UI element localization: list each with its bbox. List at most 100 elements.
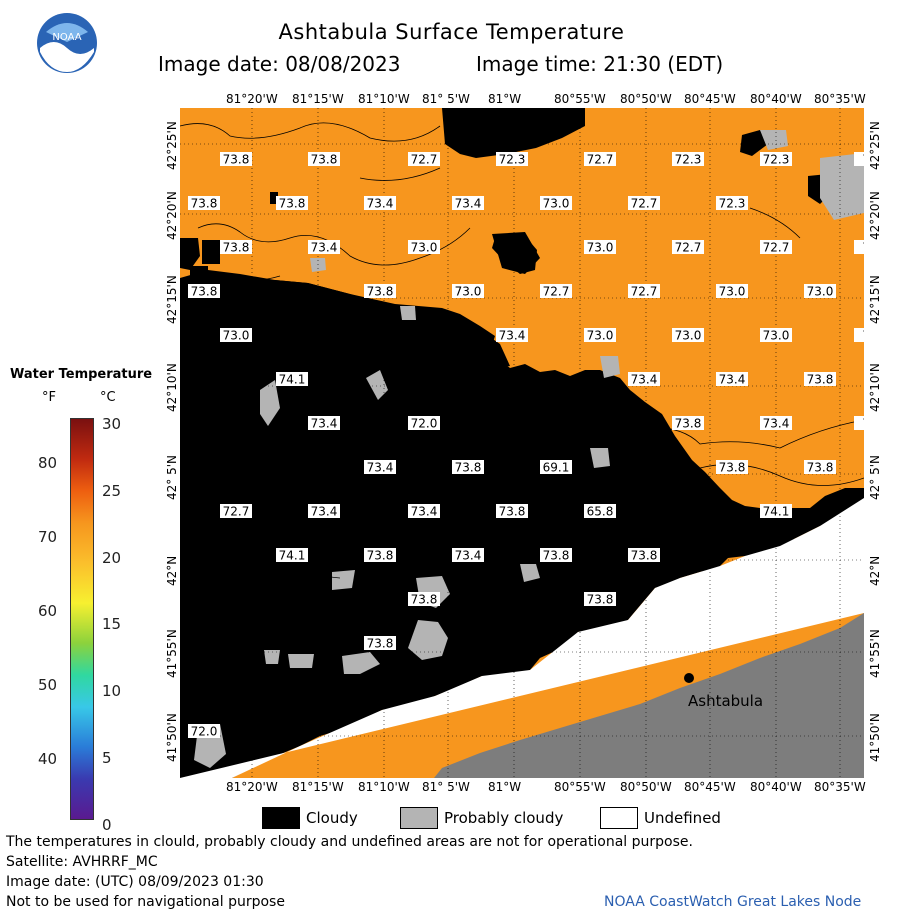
temperature-value: 73.0	[223, 329, 250, 343]
latitude-label: 42°20'N	[868, 191, 882, 240]
temperature-value: 72.0	[411, 417, 438, 431]
satellite-text: Satellite: AVHRRF_MC	[6, 854, 158, 870]
temperature-label-bg	[628, 548, 660, 562]
longitude-label: 81°W	[488, 92, 522, 106]
temperature-label: 73.8	[220, 152, 252, 167]
temperature-label-bg	[276, 196, 308, 210]
temperature-value: 73.0	[455, 285, 482, 299]
temperature-label: 73.8	[308, 152, 340, 167]
temperature-label-bg	[220, 504, 252, 518]
temperature-label-bg	[408, 240, 440, 254]
temperature-label: 74.1	[276, 372, 308, 387]
temperature-label: 73.0	[672, 328, 704, 343]
temperature-value: 72.3	[675, 153, 702, 167]
temperature-label: 72	[854, 240, 886, 255]
latitude-label: 42°20'N	[165, 191, 179, 240]
temperature-label: 73.8	[540, 548, 572, 563]
temperature-label: 73.0	[452, 284, 484, 299]
temperature-value: 73.8	[499, 505, 526, 519]
temperature-labels: 73.8 73.8 72.7 72.3 72.7 72.3 72.3 72 73.8 73.8 73…	[188, 152, 886, 739]
temperature-label-bg	[584, 240, 616, 254]
temperature-label: 72.7	[628, 196, 660, 211]
temperature-label: 73.0	[220, 328, 252, 343]
probably-cloudy-label: Probably cloudy	[444, 809, 564, 827]
undefined-region	[180, 498, 864, 778]
temperature-label: 73.8	[496, 504, 528, 519]
temperature-label: 73.8	[628, 548, 660, 563]
temperature-label-bg	[584, 152, 616, 166]
ashtabula-marker	[684, 673, 694, 683]
temperature-label: 73.8	[188, 284, 220, 299]
temperature-value: 73.0	[807, 285, 834, 299]
temperature-value: 72.7	[675, 241, 702, 255]
credit-text: NOAA CoastWatch Great Lakes Node	[604, 894, 862, 910]
temperature-value: 73.0	[675, 329, 702, 343]
temperature-value: 73.0	[587, 241, 614, 255]
temperature-label: 72	[854, 152, 886, 167]
temperature-label-bg	[672, 152, 704, 166]
utc-date-text: Image date: (UTC) 08/09/2023 01:30	[6, 874, 264, 890]
temperature-label-bg	[496, 152, 528, 166]
temperature-label-bg	[716, 372, 748, 386]
temperature-value: 72.7	[631, 197, 658, 211]
legend-cloudy: Cloudy	[262, 807, 358, 829]
temperature-label-bg	[672, 416, 704, 430]
temperature-value: 74.1	[279, 549, 306, 563]
temperature-label-bg	[760, 240, 792, 254]
temperature-value: 73.4	[631, 373, 658, 387]
scale-f-tick: 60	[38, 602, 58, 620]
latitude-label: 42°10'N	[868, 363, 882, 412]
scale-f-tick: 40	[38, 750, 58, 768]
temperature-label-bg	[364, 460, 396, 474]
temperature-label: 73.4	[308, 416, 340, 431]
temperature-value: 72	[862, 153, 864, 167]
legend-undefined: Undefined	[600, 807, 721, 829]
temperature-label: 74.1	[276, 548, 308, 563]
temperature-value: 72.3	[763, 153, 790, 167]
temperature-value: 74.1	[763, 505, 790, 519]
temperature-value: 73	[862, 329, 864, 343]
temperature-label: 73.0	[760, 328, 792, 343]
temperature-label: 73.0	[584, 328, 616, 343]
longitude-label: 80°50'W	[620, 92, 672, 106]
temperature-label-bg	[276, 372, 308, 386]
temperature-value: 73.0	[543, 197, 570, 211]
temperature-label-bg	[364, 196, 396, 210]
temperature-label-bg	[188, 196, 220, 210]
temperature-value: 73.4	[311, 505, 338, 519]
temperature-label-bg	[760, 504, 792, 518]
temperature-value: 73.4	[499, 329, 526, 343]
temperature-label-bg	[188, 284, 220, 298]
temperature-label-bg	[496, 328, 528, 342]
longitude-label: 80°35'W	[814, 780, 866, 794]
temperature-value: 73.0	[411, 241, 438, 255]
latitude-label: 42°10'N	[165, 363, 179, 412]
temperature-label-bg	[408, 416, 440, 430]
temperature-label-bg	[672, 240, 704, 254]
temperature-value: 65.8	[587, 505, 614, 519]
temperature-label: 73.4	[496, 328, 528, 343]
scale-unit-f: °F	[42, 390, 56, 405]
latitude-label: 42°25'N	[165, 121, 179, 170]
temperature-value: 73.8	[367, 549, 394, 563]
temperature-label: 72.0	[188, 724, 220, 739]
temperature-label: 73	[854, 416, 886, 431]
temperature-label: 72.7	[672, 240, 704, 255]
temperature-label-bg	[804, 372, 836, 386]
temperature-label: 72.7	[540, 284, 572, 299]
temperature-label: 72.7	[408, 152, 440, 167]
temperature-label-bg	[408, 504, 440, 518]
temperature-label-bg	[308, 240, 340, 254]
navigation-warning: Not to be used for navigational purpose	[6, 894, 285, 910]
temperature-label: 73.8	[408, 592, 440, 607]
scale-c-tick: 25	[102, 481, 122, 500]
temperature-label-bg	[760, 152, 792, 166]
temperature-label: 73.0	[540, 196, 572, 211]
temperature-label: 73.8	[584, 592, 616, 607]
temperature-label: 74.1	[760, 504, 792, 519]
temperature-label: 73.8	[452, 460, 484, 475]
temperature-label-bg	[672, 328, 704, 342]
latitude-label: 42°N	[868, 555, 882, 586]
temperature-label: 73.8	[364, 548, 396, 563]
temperature-label: 73.8	[364, 636, 396, 651]
